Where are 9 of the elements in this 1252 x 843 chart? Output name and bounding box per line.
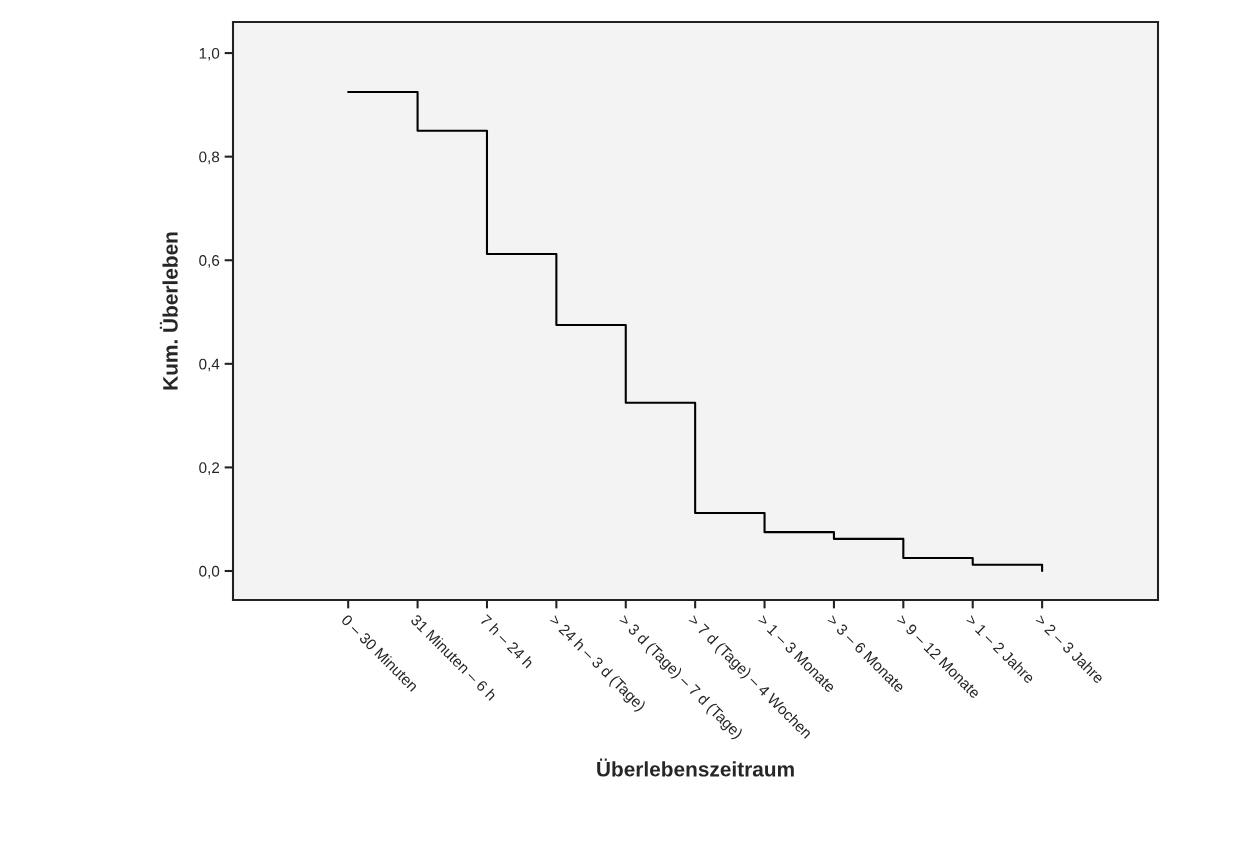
y-tick-label: 1,0 bbox=[199, 47, 220, 61]
y-tick-label: 0,6 bbox=[199, 255, 220, 268]
x-axis-title: Überlebenszeitraum bbox=[597, 758, 794, 777]
y-axis-title: Kum. Überleben bbox=[159, 232, 178, 390]
y-tick-label: 0,0 bbox=[199, 565, 220, 579]
y-tick-label: 0,2 bbox=[199, 462, 220, 475]
y-tick-label: 0,4 bbox=[199, 358, 220, 372]
x-tick-label: 7 h – 24 h bbox=[479, 613, 535, 669]
y-tick-label: 0,8 bbox=[199, 151, 220, 165]
